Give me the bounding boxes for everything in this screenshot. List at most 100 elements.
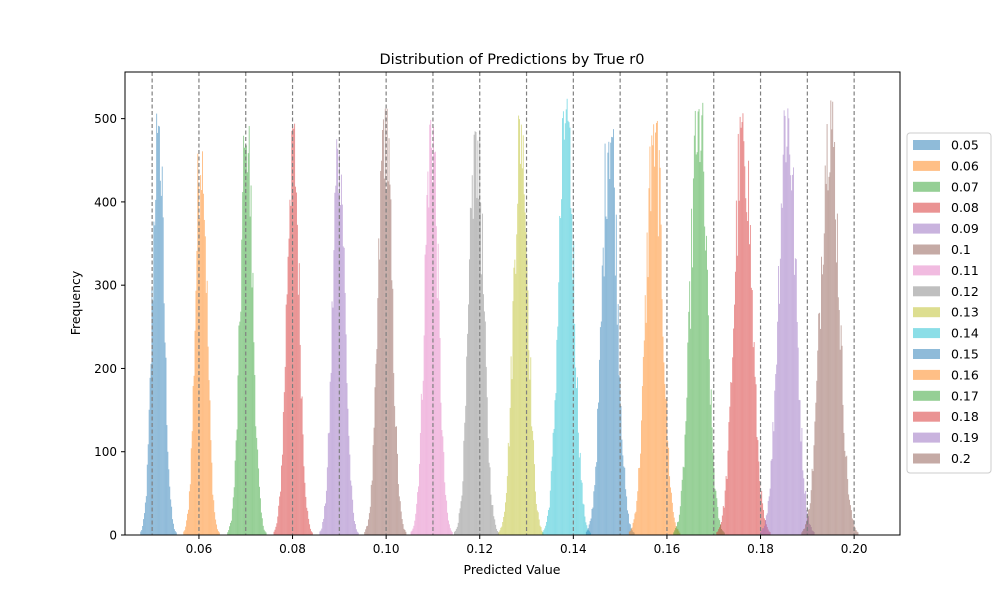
histogram-bar xyxy=(563,139,565,535)
histogram-bar xyxy=(857,532,859,535)
histogram-bar xyxy=(466,356,468,535)
x-tick-label: 0.12 xyxy=(466,542,493,556)
histogram-bar xyxy=(494,519,496,535)
histogram-bar xyxy=(757,440,759,535)
histogram-bar xyxy=(436,298,438,535)
x-tick-label: 0.06 xyxy=(186,542,213,556)
histogram-bar xyxy=(680,490,682,535)
legend-swatch xyxy=(913,140,940,150)
histogram-bar xyxy=(536,510,538,535)
histogram-bar xyxy=(199,218,201,535)
histogram-bar xyxy=(740,127,742,535)
histogram-bar xyxy=(551,456,553,535)
histogram-bar xyxy=(145,496,147,535)
histogram-bar xyxy=(796,322,798,535)
histogram-bar xyxy=(714,488,716,535)
series-0.13 xyxy=(498,115,544,536)
histogram-bar xyxy=(419,433,421,535)
histogram-bar xyxy=(412,528,414,535)
histogram-bar xyxy=(749,244,750,535)
histogram-bar xyxy=(820,328,822,535)
reference-lines xyxy=(151,72,855,535)
histogram-bar xyxy=(352,499,354,535)
histogram-bar xyxy=(558,282,560,535)
histogram-bar xyxy=(500,527,502,535)
histogram-bar xyxy=(420,393,422,535)
histogram-bar xyxy=(450,530,452,535)
histogram-bar xyxy=(311,532,313,535)
histogram-bar xyxy=(673,517,675,535)
histogram-bar xyxy=(534,464,535,535)
legend-swatch xyxy=(913,349,940,359)
histogram-bar xyxy=(377,298,379,535)
histogram-bar xyxy=(802,530,804,535)
histogram-bar xyxy=(309,524,311,535)
histogram-bar xyxy=(733,328,735,535)
legend-label: 0.16 xyxy=(951,367,979,382)
histogram-bar xyxy=(461,495,463,535)
histogram-bar xyxy=(307,510,309,535)
histogram-bar xyxy=(672,512,674,535)
histogram-bar xyxy=(322,522,324,535)
histogram-bar xyxy=(586,525,588,535)
histogram-bar xyxy=(683,467,685,535)
histogram-bar xyxy=(371,480,373,535)
histogram-bar xyxy=(503,516,505,535)
histogram-bar xyxy=(170,499,172,535)
histogram-bar xyxy=(168,469,170,535)
histogram-bar xyxy=(760,531,762,535)
histogram-bar xyxy=(811,468,813,535)
histogram-bar xyxy=(257,449,259,535)
histogram-bar xyxy=(523,194,525,535)
histogram-bar xyxy=(497,531,498,535)
histogram-bar xyxy=(562,118,563,536)
histogram-bar xyxy=(508,446,510,535)
histogram-bar xyxy=(172,519,174,535)
histogram-bar xyxy=(456,526,458,535)
histogram-bar xyxy=(576,388,577,535)
histogram-bar xyxy=(337,148,339,535)
histogram-bar xyxy=(592,507,594,535)
histogram-bar xyxy=(264,531,266,535)
histogram-bar xyxy=(215,519,217,535)
histogram-bar xyxy=(834,141,836,536)
histogram-bar xyxy=(653,124,655,536)
histogram-bar xyxy=(346,383,348,535)
legend-swatch xyxy=(913,369,940,380)
histogram-bar xyxy=(598,402,599,535)
histogram-bar xyxy=(144,502,146,535)
histogram-bar xyxy=(289,199,291,535)
histogram-bar xyxy=(423,335,425,535)
histogram-bar xyxy=(836,213,838,535)
histogram-bar xyxy=(441,430,443,535)
histogram-bar xyxy=(353,512,355,535)
histogram-bar xyxy=(336,139,338,535)
histogram-bar xyxy=(442,436,444,535)
histogram-bar xyxy=(429,124,431,536)
histogram-bar xyxy=(555,393,557,535)
histogram-bar xyxy=(340,174,342,535)
histogram-bar xyxy=(483,311,485,535)
histogram-bar xyxy=(478,198,480,535)
histogram-bar xyxy=(165,357,167,535)
histogram-bar xyxy=(174,531,176,535)
histogram-bar xyxy=(303,466,305,535)
histogram-bar xyxy=(357,532,359,535)
histogram-bar xyxy=(735,200,737,536)
histogram-bar xyxy=(844,450,846,535)
histogram-bar xyxy=(718,529,720,535)
x-axis: 0.06 0.08 0.10 0.12 0.14 0.16 0.18 0.20 xyxy=(186,535,867,556)
histogram-bar xyxy=(787,108,789,536)
histogram-bar xyxy=(707,269,708,535)
histogram-bar xyxy=(237,375,239,535)
histogram-bar xyxy=(824,165,826,535)
histogram-bar xyxy=(669,476,671,535)
legend-swatch xyxy=(913,453,940,464)
histogram-bar xyxy=(495,524,497,535)
y-axis-label: Frequency xyxy=(68,270,83,335)
histogram-bar xyxy=(809,503,811,535)
series-0.07 xyxy=(227,126,267,536)
histogram-bar xyxy=(628,513,629,535)
histogram-bar xyxy=(147,444,149,535)
histogram-bar xyxy=(440,402,442,535)
